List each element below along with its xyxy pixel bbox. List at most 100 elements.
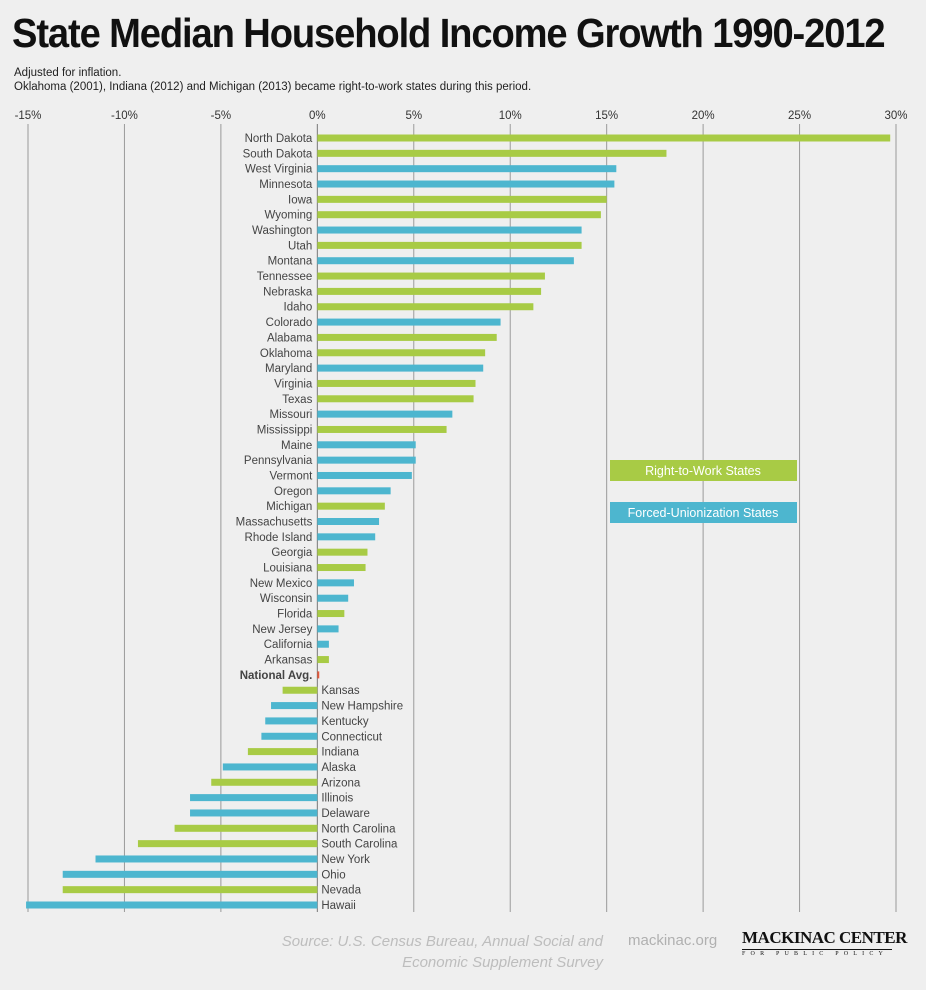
bar-iowa <box>317 195 607 203</box>
bar-label: Michigan <box>266 501 312 513</box>
x-tick-label: 30% <box>884 110 907 122</box>
bar-wisconsin <box>317 594 349 602</box>
bar-alaska <box>222 763 318 771</box>
bar-hawaii <box>26 901 318 909</box>
bar-label: Illinois <box>321 793 353 805</box>
bar-label: Georgia <box>271 547 313 559</box>
bar-michigan <box>317 502 385 510</box>
bar-new-jersey <box>317 625 339 633</box>
bar-west-virginia <box>317 165 617 173</box>
bar-label: North Dakota <box>245 133 313 145</box>
bar-south-dakota <box>317 149 667 157</box>
bar-alabama <box>317 333 497 341</box>
subtitle-rtw-note: Oklahoma (2001), Indiana (2012) and Mich… <box>14 81 532 93</box>
legend-label-rtw: Right-to-Work States <box>645 464 761 478</box>
bar-national-avg- <box>317 671 320 679</box>
bar-north-carolina <box>174 824 318 832</box>
bar-label: Washington <box>252 225 312 237</box>
bar-label: Massachusetts <box>236 517 313 529</box>
bar-utah <box>317 241 582 249</box>
bar-label: Nebraska <box>263 286 313 298</box>
bar-vermont <box>317 471 412 479</box>
bar-tennessee <box>317 272 545 280</box>
bar-label: Wyoming <box>265 210 313 222</box>
bar-connecticut <box>261 732 318 740</box>
bar-missouri <box>317 410 453 418</box>
bar-chart: -15% -10% -5% 0% 5% 10% 15% 20% 25% 30% North Dako… <box>15 110 908 912</box>
bar-label: South Dakota <box>243 148 313 160</box>
bar-label: New Hampshire <box>321 701 403 713</box>
bar-nevada <box>62 886 318 894</box>
bar-label: Hawaii <box>321 900 356 912</box>
bar-label: Indiana <box>321 747 359 759</box>
bar-label: Idaho <box>284 302 313 314</box>
bar-label: North Carolina <box>321 823 396 835</box>
bar-maine <box>317 441 416 449</box>
bar-wyoming <box>317 211 601 219</box>
x-tick-label: 10% <box>499 110 522 122</box>
bar-label: Alabama <box>267 332 313 344</box>
bar-label: Oregon <box>274 486 312 498</box>
bar-label: Ohio <box>321 869 345 881</box>
bar-maryland <box>317 364 484 372</box>
bar-label: Connecticut <box>321 731 383 743</box>
bar-label: California <box>264 639 313 651</box>
bar-label: Wisconsin <box>260 593 312 605</box>
bar-label: Florida <box>277 609 313 621</box>
page-title: State Median Household Income Growth 199… <box>12 10 886 56</box>
mackinac-logo: MACKINAC CENTER FOR PUBLIC POLICY <box>742 928 907 962</box>
logo-tagline: FOR PUBLIC POLICY <box>742 949 892 957</box>
x-tick-label: -15% <box>15 110 42 122</box>
x-tick-label: 25% <box>788 110 811 122</box>
logo-name: MACKINAC CENTER <box>742 928 907 947</box>
bar-minnesota <box>317 180 615 188</box>
bar-label: Kansas <box>321 685 360 697</box>
bar-label: Colorado <box>266 317 313 329</box>
bar-label: New Mexico <box>250 578 313 590</box>
bar-florida <box>317 610 345 618</box>
x-tick-label: 0% <box>309 110 326 122</box>
bar-label: New York <box>321 854 370 866</box>
bar-massachusetts <box>317 518 380 525</box>
legend-label-forced: Forced-Unionization States <box>628 506 779 520</box>
bar-label: Oklahoma <box>260 348 313 360</box>
bar-label: Virginia <box>274 378 313 390</box>
bar-label: Tennessee <box>257 271 313 283</box>
bar-washington <box>317 226 582 234</box>
bar-mississippi <box>317 425 447 433</box>
subtitle-inflation: Adjusted for inflation. <box>14 67 122 79</box>
bar-delaware <box>190 809 318 817</box>
bar-arkansas <box>317 656 329 664</box>
bar-arizona <box>211 778 318 786</box>
bar-label: Alaska <box>321 762 356 774</box>
bar-kansas <box>282 686 318 694</box>
bar-label: West Virginia <box>245 164 313 176</box>
bar-oklahoma <box>317 349 486 357</box>
bar-idaho <box>317 303 534 311</box>
bar-indiana <box>247 748 318 756</box>
x-tick-label: 5% <box>405 110 422 122</box>
bar-ohio <box>62 870 318 878</box>
bar-kentucky <box>265 717 318 725</box>
bar-california <box>317 640 329 648</box>
legend-swatch-rtw <box>610 460 797 481</box>
bar-label: Vermont <box>270 470 314 482</box>
bar-label: Kentucky <box>321 716 369 728</box>
bar-new-hampshire <box>271 702 318 710</box>
bar-label: National Avg. <box>240 670 313 682</box>
bar-label: Montana <box>268 256 313 268</box>
bar-south-carolina <box>137 840 318 848</box>
bar-new-mexico <box>317 579 354 587</box>
x-tick-label: 20% <box>692 110 715 122</box>
bar-label: South Carolina <box>321 839 398 851</box>
x-tick-label: -5% <box>211 110 231 122</box>
bar-label: Nevada <box>321 885 361 897</box>
bar-label: Louisiana <box>263 563 313 575</box>
bar-label: Rhode Island <box>245 532 313 544</box>
site-link[interactable]: mackinac.org <box>628 932 718 949</box>
bar-nebraska <box>317 287 542 295</box>
bar-montana <box>317 257 574 265</box>
bar-georgia <box>317 548 368 556</box>
legend-swatch-forced <box>610 502 797 523</box>
bar-texas <box>317 395 474 403</box>
